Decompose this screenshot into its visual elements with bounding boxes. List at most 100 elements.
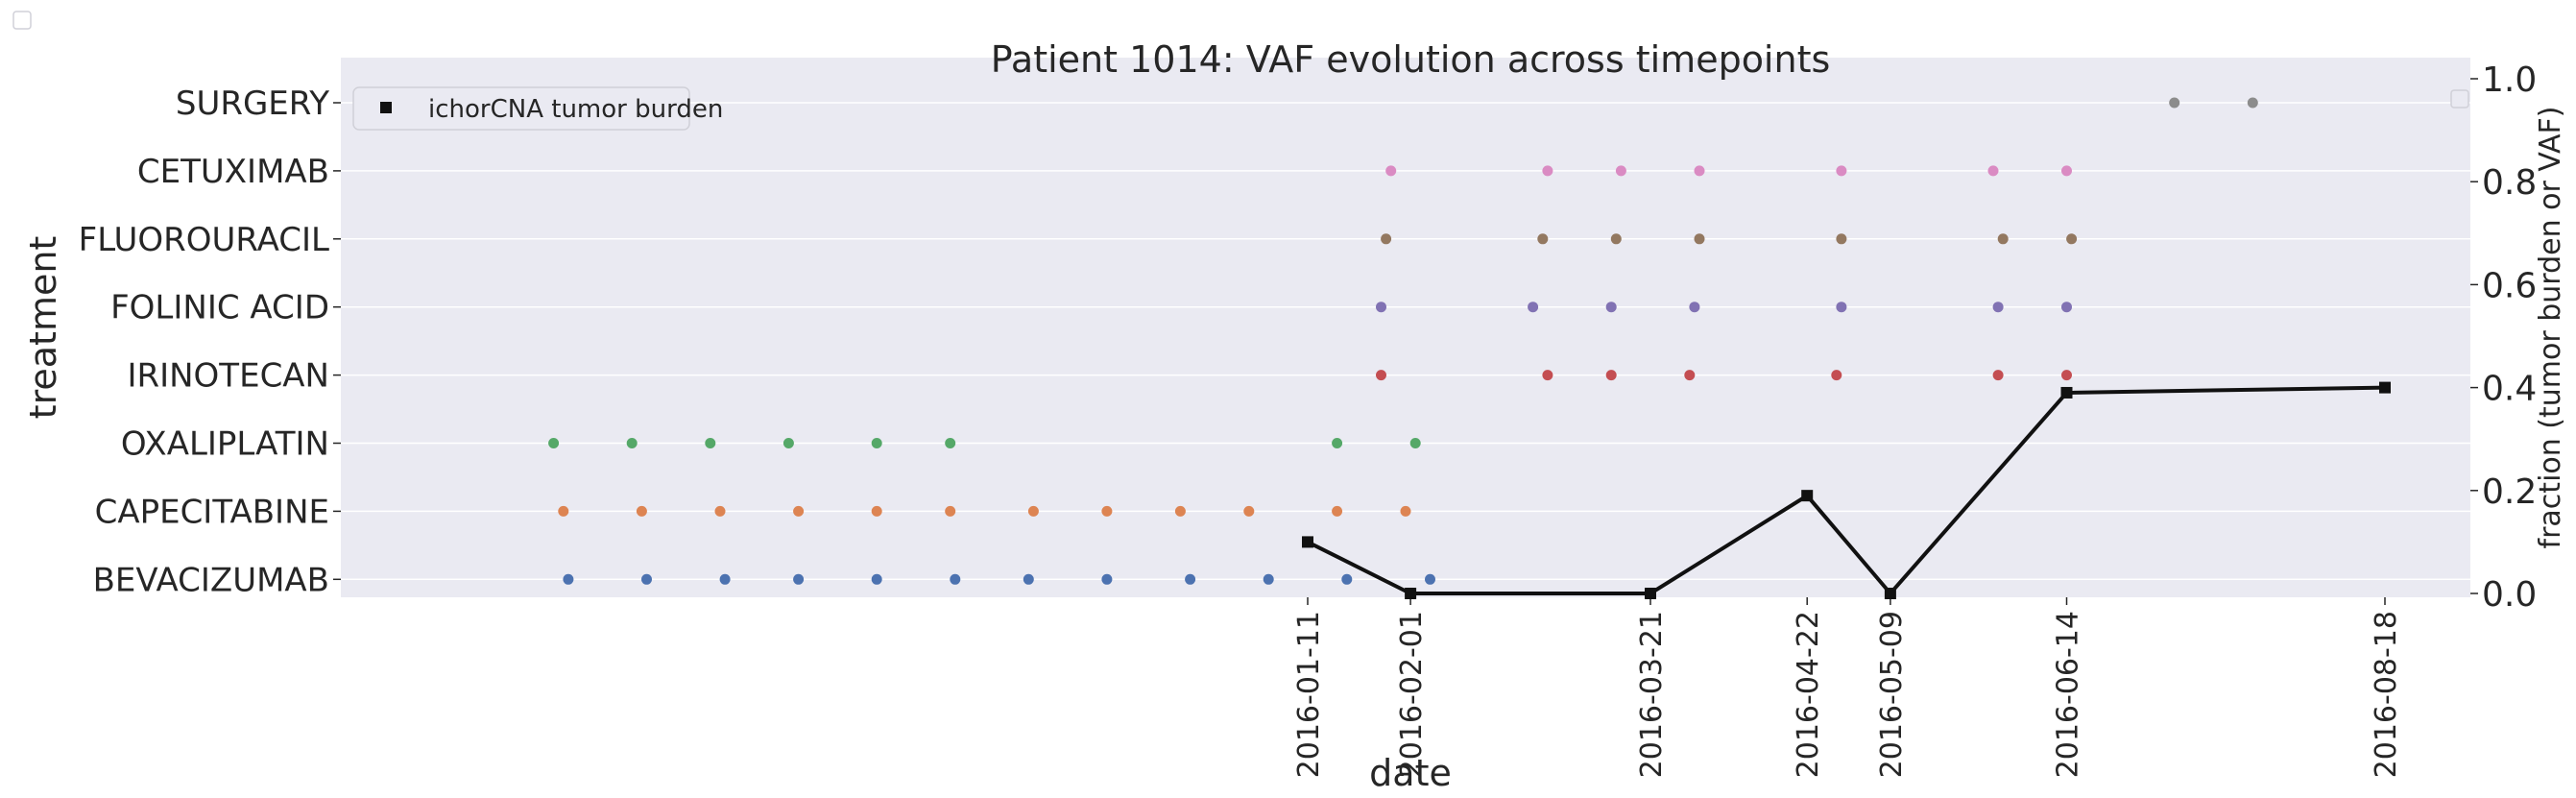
y2-tick-label: 0.4 xyxy=(2482,370,2537,409)
treatment-dot xyxy=(1836,302,1847,313)
treatment-dot xyxy=(2061,165,2072,177)
y-tick-label: SURGERY xyxy=(176,85,329,123)
treatment-dot xyxy=(1605,370,1617,381)
y2-tick-label: 0.8 xyxy=(2482,163,2537,203)
x-axis-label: date xyxy=(1369,752,1452,794)
y-tick-label: FLUOROURACIL xyxy=(79,221,329,259)
treatment-dot xyxy=(871,573,882,585)
x-tick-label: 2016-05-09 xyxy=(1875,611,1909,778)
legend: ichorCNA tumor burden xyxy=(352,86,723,131)
treatment-dot xyxy=(2066,233,2078,245)
tumor-burden-series xyxy=(1302,381,2391,599)
treatment-dot xyxy=(1023,573,1034,585)
treatment-dot xyxy=(1400,505,1411,517)
treatment-dot xyxy=(1243,505,1255,517)
tumor-burden-point xyxy=(1405,588,1417,599)
treatment-dot xyxy=(641,573,652,585)
treatment-dot xyxy=(2061,302,2072,313)
treatment-dot xyxy=(1684,370,1696,381)
treatment-dot xyxy=(1615,165,1626,177)
right-axis-label: fraction (tumor burden or VAF) xyxy=(2534,107,2567,549)
treatment-dot xyxy=(1027,505,1039,517)
treatment-dot xyxy=(1694,165,1705,177)
fraction-axis: 0.0 0.2 0.4 0.6 0.8 1.0 xyxy=(2470,60,2537,615)
y2-tick-label: 0.0 xyxy=(2482,575,2537,615)
y-tick-label: IRINOTECAN xyxy=(127,357,329,396)
treatment-dot xyxy=(1341,573,1353,585)
legend-box xyxy=(352,86,690,131)
treatment-dot xyxy=(1537,233,1549,245)
treatment-axis: BEVACIZUMAB CAPECITABINE OXALIPLATIN IRINOT… xyxy=(79,85,341,599)
x-tick-label: 2016-01-11 xyxy=(1292,611,1326,778)
treatment-dot xyxy=(1425,573,1435,585)
treatment-dot xyxy=(2247,97,2258,109)
x-tick-label: 2016-03-21 xyxy=(1635,611,1669,778)
treatment-dot xyxy=(548,438,560,448)
treatment-dot xyxy=(714,505,726,517)
corner-legend-box xyxy=(12,11,32,30)
tumor-burden-point xyxy=(1645,588,1656,599)
treatment-dot xyxy=(1174,505,1186,517)
tumor-burden-point xyxy=(1884,588,1896,599)
treatment-dot xyxy=(1528,302,1539,313)
legend-entry: ichorCNA tumor burden xyxy=(428,95,723,124)
treatment-dot xyxy=(1101,505,1113,517)
treatment-dot xyxy=(1836,165,1847,177)
treatment-dot xyxy=(1836,233,1847,245)
y2-tick-label: 0.6 xyxy=(2482,266,2537,305)
x-tick-label: 2016-08-18 xyxy=(2370,611,2403,778)
legend-marker-square-icon xyxy=(380,102,392,113)
treatment-dot xyxy=(1332,438,1343,448)
treatment-dot xyxy=(871,505,882,517)
treatment-dot xyxy=(558,505,569,517)
treatment-dot xyxy=(1542,165,1553,177)
y-tick-label: BEVACIZUMAB xyxy=(93,561,329,599)
treatment-dot xyxy=(1987,165,1999,177)
treatment-dot xyxy=(563,573,574,585)
treatment-events xyxy=(548,97,2258,585)
treatment-dot xyxy=(1831,370,1842,381)
treatment-dot xyxy=(626,438,638,448)
y2-tick-label: 0.2 xyxy=(2482,472,2537,512)
treatment-dot xyxy=(1409,438,1421,448)
date-axis: 2016-01-11 2016-02-01 2016-03-21 2016-04-22… xyxy=(1292,597,2403,778)
tumor-burden-point xyxy=(1302,536,1313,548)
treatment-dot xyxy=(2169,97,2180,109)
y2-tick-label: 1.0 xyxy=(2482,60,2537,100)
chart-title: Patient 1014: VAF evolution across timep… xyxy=(991,38,1831,81)
y-tick-label: CAPECITABINE xyxy=(95,493,329,531)
treatment-dot xyxy=(719,573,731,585)
treatment-dot xyxy=(950,573,961,585)
treatment-dot xyxy=(793,573,805,585)
treatment-dot xyxy=(871,438,882,448)
x-tick-label: 2016-02-01 xyxy=(1395,611,1429,778)
treatment-dot xyxy=(782,438,794,448)
treatment-dot xyxy=(1332,505,1343,517)
treatment-dot xyxy=(945,505,956,517)
treatment-dot xyxy=(1263,573,1274,585)
treatment-dot xyxy=(1610,233,1622,245)
tumor-burden-point xyxy=(1801,490,1814,502)
treatment-dot xyxy=(793,505,805,517)
y-tick-label: CETUXIMAB xyxy=(137,153,329,191)
treatment-dot xyxy=(705,438,716,448)
treatment-dot xyxy=(636,505,647,517)
tumor-burden-point xyxy=(2060,386,2073,399)
x-tick-label: 2016-04-22 xyxy=(1792,611,1825,778)
treatment-dot xyxy=(1694,233,1705,245)
tumor-burden-point xyxy=(2379,381,2391,394)
treatment-dot xyxy=(1376,302,1386,313)
treatment-dot xyxy=(1605,302,1617,313)
treatment-dot xyxy=(1381,233,1392,245)
treatment-dot xyxy=(945,438,956,448)
treatment-dot xyxy=(1385,165,1397,177)
treatment-dot xyxy=(1992,370,2004,381)
treatment-dot xyxy=(1376,370,1386,381)
y-tick-label: FOLINIC ACID xyxy=(110,289,329,327)
treatment-dot xyxy=(2061,370,2072,381)
treatment-dot xyxy=(1185,573,1196,585)
empty-legend-box xyxy=(2450,89,2469,109)
x-tick-label: 2016-06-14 xyxy=(2052,611,2085,778)
treatment-dot xyxy=(1689,302,1700,313)
